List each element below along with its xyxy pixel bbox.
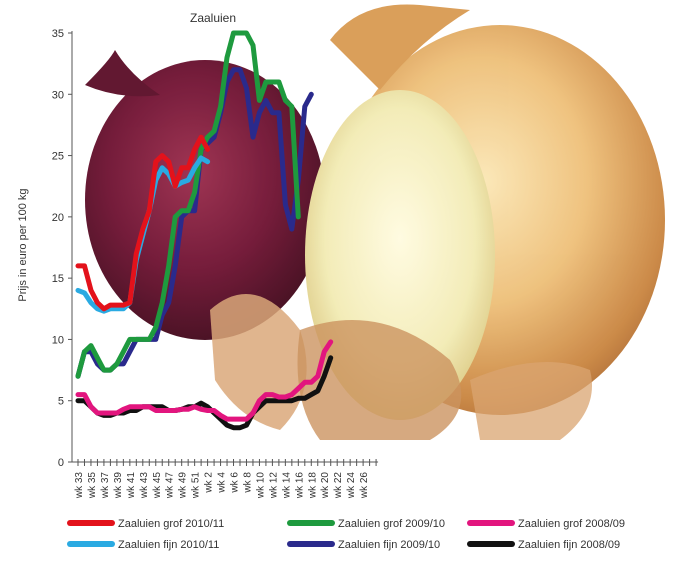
x-tick-label: wk 43 <box>139 472 150 500</box>
chart-title: Zaaluien <box>190 11 236 25</box>
x-tick-label: wk 24 <box>346 472 357 500</box>
series-line <box>75 30 301 379</box>
series-line <box>75 339 334 422</box>
x-tick-label: wk 6 <box>230 472 241 494</box>
x-tick-label: wk 37 <box>100 472 111 500</box>
x-tick-label: wk 45 <box>152 472 163 500</box>
y-axis-label: Prijs in euro per 100 kg <box>17 188 29 301</box>
big-onion-top <box>330 4 470 90</box>
x-tick-label: wk 18 <box>307 472 318 500</box>
x-tick-label: wk 2 <box>204 472 215 494</box>
x-tick-label: wk 14 <box>281 472 292 500</box>
legend-label: Zaaluien grof 2010/11 <box>118 518 224 530</box>
y-tick-label: 0 <box>58 457 64 469</box>
x-tick-label: wk 51 <box>191 472 202 500</box>
x-tick-label: wk 39 <box>113 472 124 500</box>
legend-label: Zaaluien fijn 2009/10 <box>338 539 440 551</box>
x-tick-label: wk 35 <box>87 472 98 500</box>
legend-label: Zaaluien grof 2009/10 <box>338 518 445 530</box>
red-onion-top <box>85 50 160 97</box>
y-tick-label: 15 <box>52 273 64 285</box>
onion-skin-bottom <box>297 320 462 440</box>
onions-photo <box>85 4 665 440</box>
chart-labels: Prijs in euro per 100 kg Zaaluien Zaaluien… <box>17 11 625 551</box>
x-tick-label: wk 10 <box>255 472 266 500</box>
series-line <box>75 134 211 312</box>
y-tick-label: 5 <box>58 396 64 408</box>
legend-label: Zaaluien grof 2008/09 <box>518 518 625 530</box>
y-tick-label: 35 <box>52 28 64 40</box>
y-tick-label: 25 <box>52 151 64 163</box>
x-tick-label: wk 8 <box>242 472 253 494</box>
x-tick-label: wk 33 <box>74 472 85 500</box>
onion-skin-right <box>470 362 592 440</box>
x-tick-label: wk 12 <box>268 472 279 500</box>
x-tick-label: wk 49 <box>178 472 189 500</box>
y-tick-label: 20 <box>52 212 64 224</box>
y-tick-label: 10 <box>52 334 64 346</box>
y-tick-label: 30 <box>52 89 64 101</box>
x-tick-label: wk 4 <box>217 472 228 494</box>
x-tick-label: wk 16 <box>294 472 305 500</box>
x-tick-label: wk 22 <box>333 472 344 500</box>
legend-label: Zaaluien fijn 2008/09 <box>518 539 620 551</box>
series-lines <box>75 30 334 431</box>
x-tick-label: wk 41 <box>126 472 137 500</box>
x-tick-label: wk 26 <box>359 472 370 500</box>
x-tick-label: wk 20 <box>320 472 331 500</box>
red-onion <box>85 60 325 340</box>
legend-label: Zaaluien fijn 2010/11 <box>118 539 219 551</box>
x-tick-label: wk 47 <box>165 472 176 500</box>
